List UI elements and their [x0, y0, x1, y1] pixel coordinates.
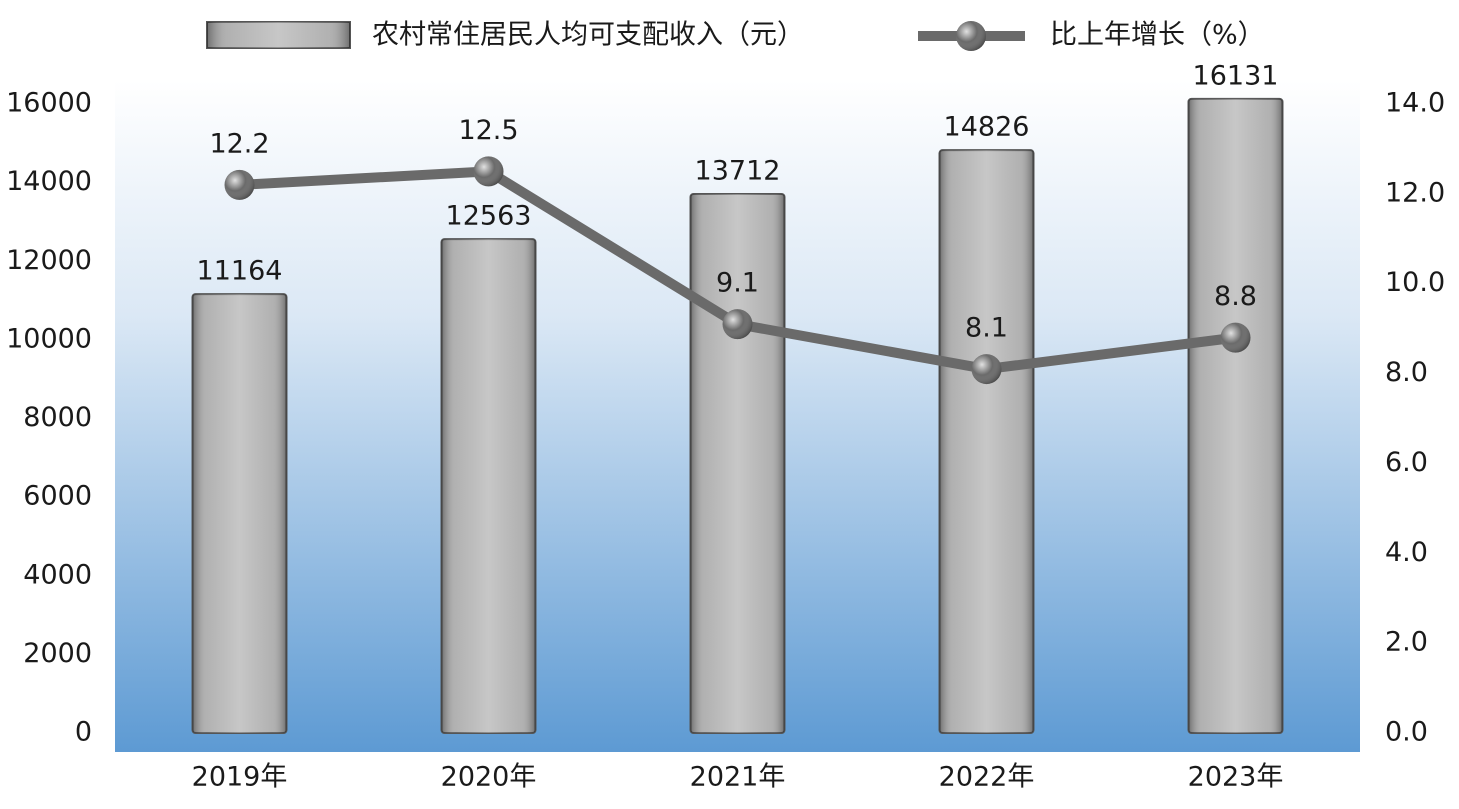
- y-tick-label: 0: [75, 717, 92, 748]
- bar-value-label: 13712: [695, 155, 781, 186]
- bar-value-label: 12563: [446, 201, 532, 232]
- y-tick-label: 2000: [23, 638, 92, 669]
- x-tick-label: 2023年: [1188, 762, 1284, 793]
- bar-value-label: 16131: [1193, 60, 1279, 91]
- y2-tick-label: 2.0: [1385, 627, 1428, 658]
- legend-label: 农村常住居民人均可支配收入（元）: [372, 20, 804, 51]
- x-tick-label: 2022年: [939, 762, 1035, 793]
- y-tick-label: 4000: [23, 559, 92, 590]
- y2-tick-label: 0.0: [1385, 717, 1428, 748]
- marker-shine: [722, 309, 753, 340]
- y-tick-label: 8000: [23, 402, 92, 433]
- y-tick-label: 14000: [6, 166, 92, 197]
- y2-tick-label: 4.0: [1385, 537, 1428, 568]
- legend-swatch-shine: [956, 21, 986, 51]
- line-value-label: 9.1: [716, 268, 759, 299]
- legend-label: 比上年增长（%）: [1050, 20, 1265, 51]
- marker-shine: [1220, 322, 1251, 353]
- y-tick-label: 16000: [6, 88, 92, 119]
- y-tick-label: 10000: [6, 323, 92, 354]
- bar-shade: [939, 150, 1034, 733]
- y2-tick-label: 12.0: [1385, 177, 1445, 208]
- legend-swatch-shade: [207, 22, 350, 48]
- x-tick-label: 2019年: [192, 762, 288, 793]
- marker-shine: [224, 169, 255, 200]
- y-tick-label: 12000: [6, 245, 92, 276]
- bar-value-label: 14826: [944, 112, 1030, 143]
- bar-shade: [441, 239, 536, 733]
- line-value-label: 8.8: [1214, 281, 1257, 312]
- bar-shade: [1188, 98, 1283, 734]
- line-value-label: 12.2: [209, 128, 269, 159]
- marker-shine: [473, 156, 504, 187]
- line-value-label: 8.1: [965, 313, 1008, 344]
- bar-shade: [192, 294, 287, 733]
- y2-tick-label: 8.0: [1385, 357, 1428, 388]
- bar-value-label: 11164: [197, 256, 283, 287]
- y2-tick-label: 6.0: [1385, 447, 1428, 478]
- marker-shine: [971, 354, 1002, 385]
- line-value-label: 12.5: [458, 115, 518, 146]
- x-tick-label: 2021年: [690, 762, 786, 793]
- y2-tick-label: 10.0: [1385, 267, 1445, 298]
- y2-tick-label: 14.0: [1385, 88, 1445, 119]
- x-tick-label: 2020年: [441, 762, 537, 793]
- y-tick-label: 6000: [23, 481, 92, 512]
